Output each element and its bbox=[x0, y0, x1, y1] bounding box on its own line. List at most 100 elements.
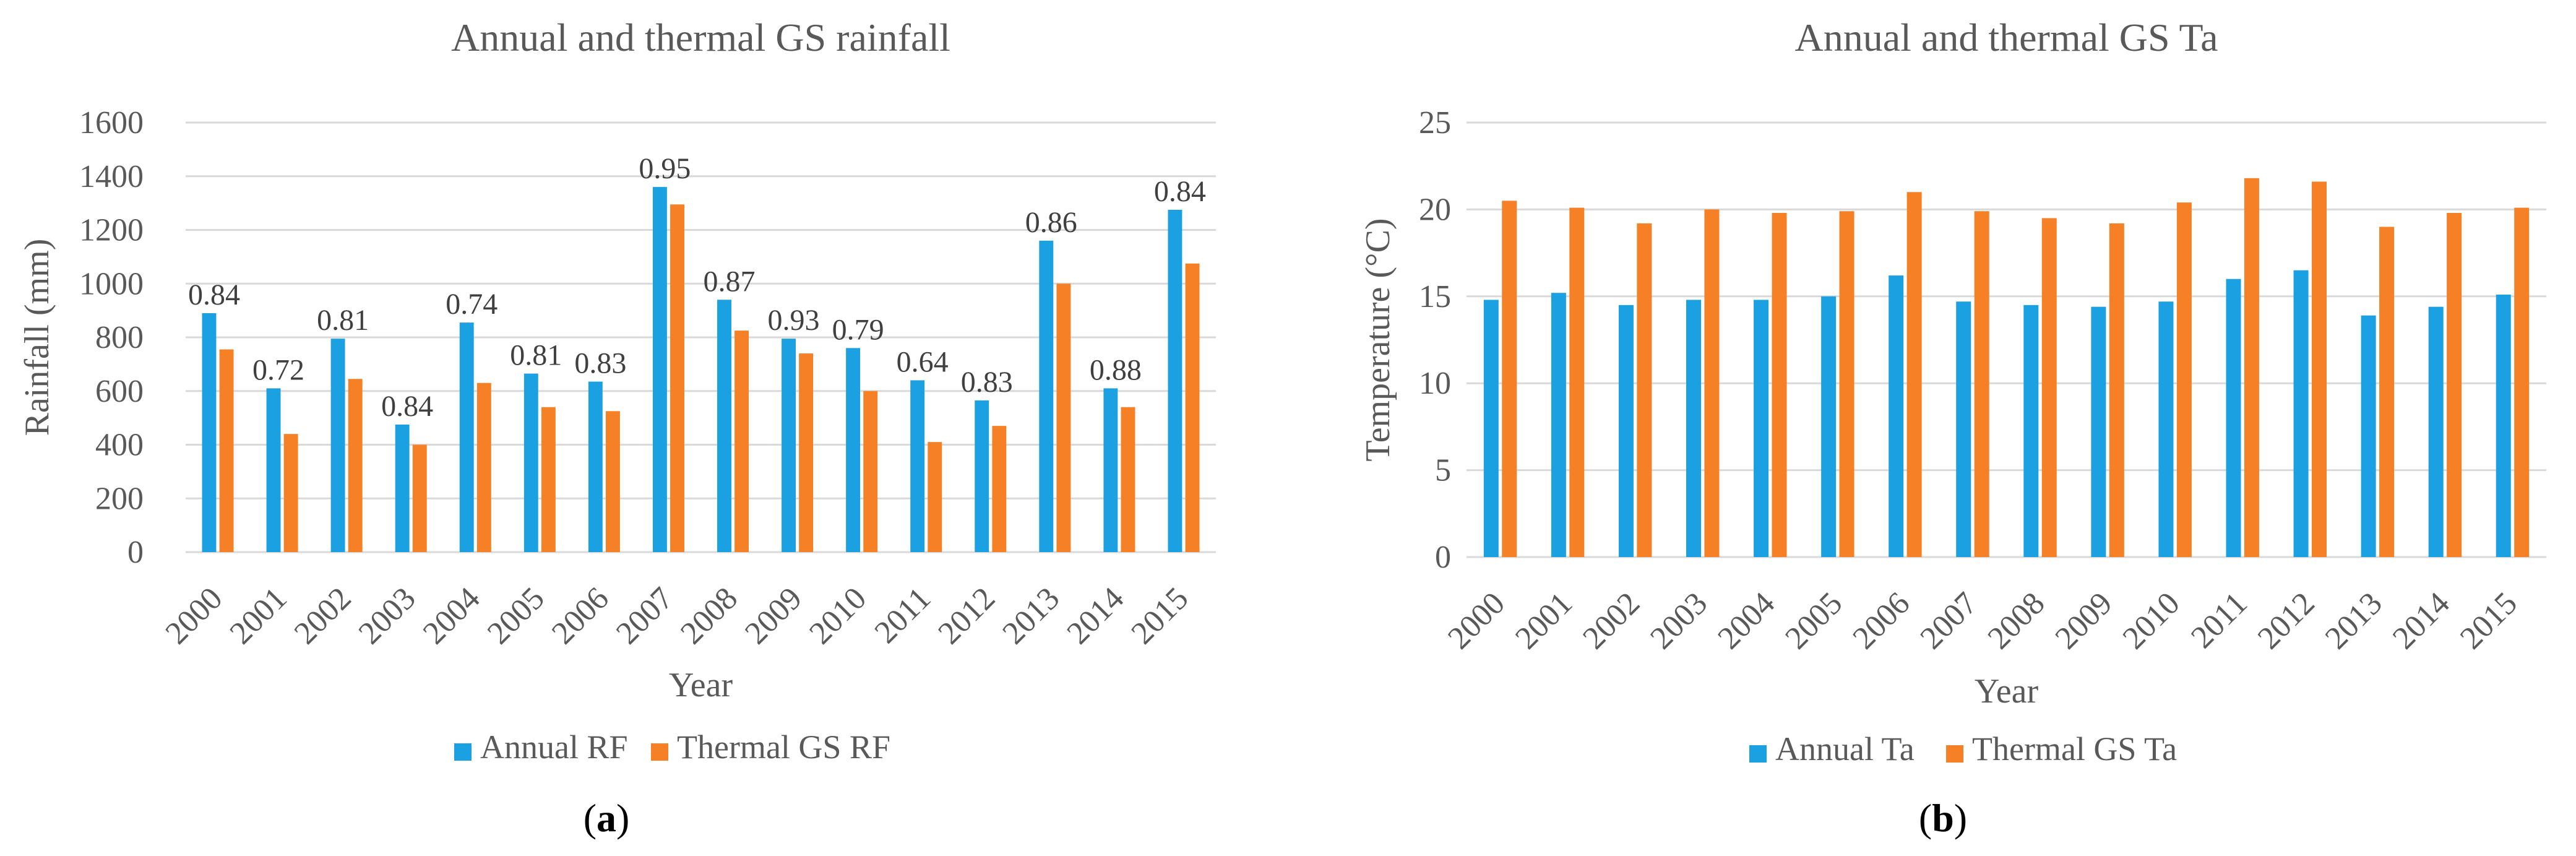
y-tick-label: 0 bbox=[1435, 540, 1451, 575]
bar-annual-rf-2000 bbox=[202, 313, 217, 552]
data-label: 0.87 bbox=[703, 265, 755, 298]
y-tick-label: 1200 bbox=[79, 213, 144, 248]
bar-annual-rf-2012 bbox=[975, 400, 989, 552]
y-tick-label: 5 bbox=[1435, 453, 1451, 488]
y-tick-label: 20 bbox=[1419, 192, 1451, 227]
bar-annual-ta-2015 bbox=[2496, 294, 2511, 557]
x-tick-label: 2011 bbox=[868, 581, 937, 650]
bar-annual-rf-2005 bbox=[523, 373, 538, 552]
x-tick-label: 2010 bbox=[803, 581, 873, 651]
bar-thermal-ta-2008 bbox=[2041, 218, 2057, 557]
legend-label-thermal: Thermal GS RF bbox=[677, 728, 890, 766]
bar-thermal-ta-2007 bbox=[1974, 211, 1989, 557]
bar-thermal-rf-2003 bbox=[412, 444, 427, 552]
x-tick-label: 2001 bbox=[223, 581, 294, 651]
panel-label: (a) bbox=[584, 796, 630, 840]
x-tick-label: 2002 bbox=[288, 581, 358, 651]
panel-label-open: ( bbox=[1919, 796, 1932, 840]
bar-annual-ta-2014 bbox=[2428, 306, 2444, 557]
bar-thermal-ta-2010 bbox=[2176, 202, 2192, 558]
bar-annual-rf-2015 bbox=[1168, 209, 1182, 552]
bar-annual-rf-2009 bbox=[782, 339, 796, 552]
data-label: 0.83 bbox=[961, 366, 1013, 399]
y-tick-label: 400 bbox=[95, 428, 144, 463]
y-tick-label: 15 bbox=[1419, 279, 1451, 314]
x-tick-label: 2012 bbox=[2251, 586, 2322, 656]
x-tick-label: 2000 bbox=[159, 581, 230, 651]
bar-annual-ta-2007 bbox=[1956, 301, 1971, 557]
x-tick-label: 2014 bbox=[1061, 581, 1131, 651]
y-tick-label: 1600 bbox=[79, 105, 144, 141]
data-label: 0.81 bbox=[510, 339, 562, 372]
bar-annual-rf-2001 bbox=[266, 388, 281, 552]
y-tick-label: 800 bbox=[95, 320, 144, 355]
panel-label: (b) bbox=[1919, 796, 1967, 840]
x-axis-label: Year bbox=[1975, 672, 2039, 711]
x-tick-label: 2003 bbox=[1643, 586, 1714, 656]
bar-thermal-rf-2002 bbox=[348, 379, 363, 552]
data-label: 0.83 bbox=[574, 347, 626, 380]
bar-thermal-rf-2000 bbox=[219, 349, 234, 552]
data-label: 0.72 bbox=[252, 353, 304, 386]
bar-thermal-ta-2002 bbox=[1637, 223, 1652, 557]
data-label: 0.74 bbox=[446, 288, 498, 321]
legend-label-thermal: Thermal GS Ta bbox=[1972, 730, 2177, 767]
x-tick-label: 2001 bbox=[1509, 586, 1579, 656]
data-label: 0.64 bbox=[897, 345, 949, 378]
x-tick-label: 2007 bbox=[610, 581, 680, 651]
x-tick-label: 2011 bbox=[2184, 586, 2254, 655]
bar-thermal-rf-2008 bbox=[734, 331, 749, 552]
bar-thermal-rf-2015 bbox=[1185, 263, 1200, 552]
x-axis-label: Year bbox=[669, 666, 733, 704]
panel-label-letter: a bbox=[597, 796, 616, 840]
x-tick-label: 2004 bbox=[1711, 586, 1781, 656]
bar-annual-ta-2002 bbox=[1618, 305, 1634, 557]
y-tick-label: 200 bbox=[95, 481, 144, 516]
x-tick-label: 2008 bbox=[1981, 586, 2052, 656]
bar-annual-rf-2002 bbox=[330, 339, 345, 552]
y-tick-label: 25 bbox=[1419, 105, 1451, 141]
x-tick-label: 2015 bbox=[2453, 586, 2524, 656]
data-label: 0.84 bbox=[188, 279, 240, 311]
data-label: 0.81 bbox=[317, 304, 369, 337]
x-tick-label: 2012 bbox=[931, 581, 1002, 651]
bar-thermal-rf-2013 bbox=[1056, 283, 1071, 552]
bar-thermal-ta-2001 bbox=[1569, 207, 1585, 557]
data-label: 0.79 bbox=[832, 313, 884, 346]
bar-thermal-rf-2001 bbox=[283, 434, 298, 552]
bar-thermal-rf-2012 bbox=[992, 426, 1007, 552]
panel-label-open: ( bbox=[584, 796, 597, 840]
bar-thermal-rf-2014 bbox=[1121, 407, 1135, 552]
bar-annual-rf-2010 bbox=[846, 348, 861, 552]
chart-b-temperature: Annual and thermal GS Ta 0 5 10 15 20 25 Temper… bbox=[1359, 15, 2546, 840]
bar-annual-ta-2008 bbox=[2023, 305, 2039, 557]
bar-thermal-ta-2004 bbox=[1772, 213, 1787, 557]
bar-annual-ta-2011 bbox=[2226, 279, 2241, 557]
x-tick-label: 2006 bbox=[545, 581, 616, 651]
bar-annual-ta-2004 bbox=[1754, 300, 1769, 557]
legend-swatch-thermal bbox=[1946, 745, 1963, 763]
data-label: 0.93 bbox=[768, 304, 820, 337]
bar-thermal-ta-2005 bbox=[1839, 211, 1854, 557]
bar-annual-rf-2013 bbox=[1039, 240, 1054, 552]
bar-annual-rf-2006 bbox=[588, 381, 603, 552]
data-label: 0.95 bbox=[639, 152, 691, 185]
y-axis-label: Temperature (°C) bbox=[1359, 218, 1397, 461]
x-tick-label: 2014 bbox=[2386, 586, 2457, 656]
legend-swatch-thermal bbox=[651, 743, 668, 761]
bar-thermal-rf-2007 bbox=[670, 204, 684, 552]
chart-title: Annual and thermal GS Ta bbox=[1795, 15, 2218, 59]
bar-annual-ta-2010 bbox=[2158, 301, 2174, 557]
bar-thermal-ta-2012 bbox=[2312, 181, 2327, 557]
bar-annual-ta-2006 bbox=[1889, 275, 1904, 557]
y-tick-label: 1400 bbox=[79, 159, 144, 194]
x-tick-label: 2006 bbox=[1846, 586, 1917, 656]
panel-label-letter: b bbox=[1932, 796, 1954, 840]
bar-annual-ta-2001 bbox=[1551, 293, 1566, 557]
bar-thermal-ta-2014 bbox=[2447, 213, 2462, 557]
x-tick-label: 2004 bbox=[416, 581, 487, 651]
legend-label-annual: Annual RF bbox=[480, 728, 628, 766]
bar-thermal-ta-2015 bbox=[2514, 207, 2530, 557]
bar-annual-rf-2014 bbox=[1103, 388, 1118, 552]
